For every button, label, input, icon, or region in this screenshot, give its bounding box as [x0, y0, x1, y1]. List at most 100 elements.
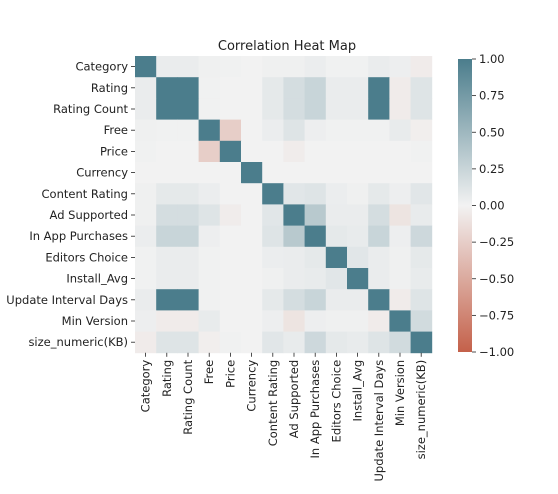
heatmap-cell [304, 310, 327, 332]
heatmap-cell [241, 98, 263, 120]
heatmap-cell [347, 77, 369, 99]
heatmap-cell [347, 56, 369, 78]
heatmap-cell [156, 310, 178, 332]
heatmap-cell [177, 331, 199, 354]
heatmap-cell [325, 289, 348, 311]
heatmap-cell [241, 119, 263, 142]
heatmap-cell [368, 140, 390, 163]
heatmap-cell [368, 183, 390, 205]
y-tick-label: Editors Choice [45, 250, 128, 264]
heatmap-cell [262, 98, 284, 120]
heatmap-cell [347, 246, 369, 269]
heatmap-cell [368, 310, 390, 332]
heatmap-cell [177, 77, 199, 99]
heatmap-cell [410, 246, 433, 269]
heatmap-cell [325, 98, 348, 120]
heatmap-cell [325, 310, 348, 332]
heatmap-cell [135, 289, 157, 311]
heatmap-cell [304, 56, 327, 78]
heatmap-cell [410, 268, 433, 290]
heatmap-cell [283, 289, 305, 311]
heatmap-cell [156, 140, 178, 163]
heatmap-cell [304, 289, 327, 311]
heatmap-cell [198, 162, 221, 184]
colorbar-tick-label: −0.75 [479, 308, 514, 322]
heatmap-cell [241, 310, 263, 332]
heatmap-cell [347, 331, 369, 354]
heatmap-cell [241, 268, 263, 290]
heatmap-cell [198, 77, 221, 99]
heatmap-cell [389, 56, 411, 78]
heatmap-cell [156, 56, 178, 78]
heatmap-cell [198, 98, 221, 120]
heatmap-cell [177, 310, 199, 332]
heatmap-cell [283, 140, 305, 163]
heatmap-cell [135, 310, 157, 332]
heatmap-cell [219, 310, 242, 332]
x-tick-label: Min Version [393, 360, 407, 426]
x-tick-label: Update Interval Days [372, 360, 386, 482]
heatmap-cell [304, 331, 327, 354]
heatmap-cell [219, 204, 242, 226]
heatmap-cell [177, 140, 199, 163]
y-tick-label: Price [100, 144, 128, 158]
heatmap-cell [156, 331, 178, 354]
heatmap-cell [368, 331, 390, 354]
heatmap-cell [389, 204, 411, 226]
heatmap-cell [368, 162, 390, 184]
heatmap-cell [304, 183, 327, 205]
heatmap-cell [198, 56, 221, 78]
heatmap-cell [219, 162, 242, 184]
heatmap-cell [135, 225, 157, 248]
colorbar-tick-label: −1.00 [479, 345, 514, 359]
heatmap-cell [283, 77, 305, 99]
heatmap-cell [219, 331, 242, 354]
x-tick-label: Currency [245, 360, 259, 412]
heatmap-cell [177, 289, 199, 311]
heatmap-cell [347, 310, 369, 332]
heatmap-cell [156, 162, 178, 184]
heatmap-cell [389, 268, 411, 290]
heatmap-cell [219, 98, 242, 120]
heatmap-cell [241, 225, 263, 248]
chart-title: Correlation Heat Map [218, 39, 356, 54]
heatmap-cell [241, 77, 263, 99]
colorbar-tick-label: 0.00 [479, 199, 505, 213]
x-tick-label: Category [139, 360, 153, 413]
heatmap-cell [325, 246, 348, 269]
heatmap-cell [241, 289, 263, 311]
y-tick-label: Currency [76, 166, 128, 180]
heatmap-cell [410, 119, 433, 142]
heatmap-cell [325, 119, 348, 142]
heatmap-cell [156, 289, 178, 311]
heatmap-cell [410, 162, 433, 184]
heatmap-cell [156, 246, 178, 269]
heatmap-cell [198, 310, 221, 332]
x-tick-label: Editors Choice [329, 360, 343, 443]
heatmap-cell [262, 225, 284, 248]
y-tick-label: In App Purchases [29, 229, 128, 243]
heatmap-cell [389, 225, 411, 248]
heatmap-cell [410, 289, 433, 311]
heatmap-cell [304, 140, 327, 163]
heatmap-cell [389, 246, 411, 269]
heatmap-cell [389, 140, 411, 163]
heatmap-cell [262, 77, 284, 99]
heatmap-cell [389, 98, 411, 120]
heatmap-cell [304, 268, 327, 290]
heatmap-cell [219, 77, 242, 99]
heatmap-cell [198, 183, 221, 205]
heatmap-cell [325, 77, 348, 99]
heatmap-cell [135, 119, 157, 142]
heatmap-cell [241, 140, 263, 163]
y-axis-tick-labels: Category Rating Rating Count Free Price Curre… [6, 60, 135, 349]
heatmap-cell [347, 289, 369, 311]
heatmap-cell [135, 183, 157, 205]
heatmap-cell [368, 98, 390, 120]
heatmap-cell [368, 77, 390, 99]
heatmap-cell [177, 246, 199, 269]
heatmap-cell [283, 183, 305, 205]
heatmap-cell [410, 98, 433, 120]
heatmap-cell [347, 268, 369, 290]
heatmap-cell [368, 56, 390, 78]
